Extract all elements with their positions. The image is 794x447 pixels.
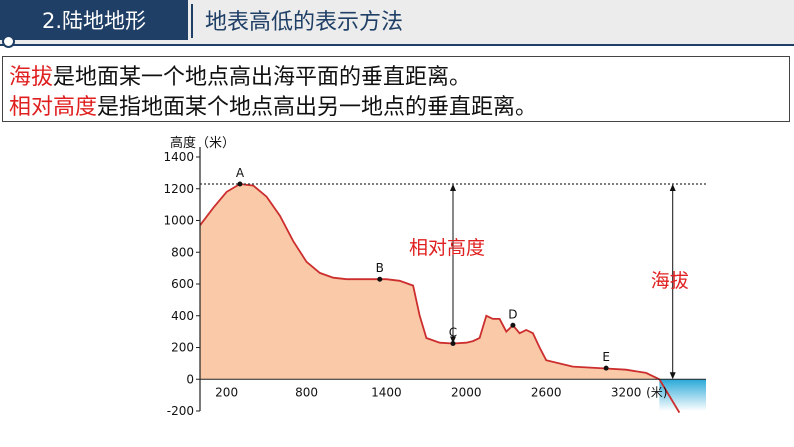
point-label-b: B xyxy=(376,261,384,275)
point-label-c: C xyxy=(449,326,457,340)
arrow-head-down xyxy=(669,372,676,380)
sea-area xyxy=(659,379,706,411)
header-divider xyxy=(191,4,193,38)
altitude-label: 海拔 xyxy=(651,270,689,292)
y-tick-label: 1000 xyxy=(163,214,194,228)
definition-relative-height: 相对高度是指地面某个地点高出另一地点的垂直距离。 xyxy=(9,89,537,121)
point-marker-b xyxy=(377,276,383,282)
point-marker-e xyxy=(603,365,609,371)
x-tick-label: 1400 xyxy=(371,385,402,399)
y-tick-label: 0 xyxy=(186,372,194,386)
arrow-head-up xyxy=(450,183,456,191)
section-tab[interactable]: 2.陆地地形 xyxy=(0,0,188,40)
header-rule xyxy=(0,44,794,46)
definition-altitude: 海拔是地面某一个地点高出海平面的垂直距离。 xyxy=(9,59,471,91)
y-axis-label: 高度（米） xyxy=(170,135,235,151)
x-tick-label: 3200 xyxy=(611,385,642,399)
term-altitude: 海拔 xyxy=(9,65,54,90)
circle-icon xyxy=(2,35,15,48)
x-axis-unit: (米) xyxy=(646,385,667,399)
term-relative-height: 相对高度 xyxy=(9,95,98,120)
section-label: 2.陆地地形 xyxy=(41,9,147,33)
y-tick-label: 800 xyxy=(171,245,194,259)
profile-line xyxy=(199,183,681,414)
x-tick-label: 2600 xyxy=(531,385,562,399)
y-tick-label: 400 xyxy=(171,309,194,323)
point-marker-c xyxy=(450,341,456,347)
x-tick-label: 2000 xyxy=(451,385,482,399)
land-area xyxy=(200,184,680,413)
page-title: 地表高低的表示方法 xyxy=(205,10,404,35)
definition-text-relative-height: 是指地面某个地点高出另一地点的垂直距离。 xyxy=(97,95,538,120)
point-label-d: D xyxy=(508,307,517,321)
x-tick-label: 200 xyxy=(215,385,238,399)
point-label-a: A xyxy=(236,166,245,180)
terrain-profile-chart: 1400 1200 1000 800 600 400 200 0 -200 高度（米） 200 800… xyxy=(158,127,706,418)
y-tick-label: 600 xyxy=(171,277,194,291)
x-tick-label: 800 xyxy=(295,385,318,399)
y-tick-label: 1400 xyxy=(163,150,194,164)
y-tick-label: 1200 xyxy=(163,182,194,196)
arrow-head-down xyxy=(450,336,456,344)
relative-height-label: 相对高度 xyxy=(409,237,485,259)
arrow-head-up xyxy=(669,183,676,191)
point-marker-a xyxy=(237,181,243,187)
y-tick-label: 200 xyxy=(171,341,194,355)
point-label-e: E xyxy=(602,350,610,364)
definition-text-altitude: 是地面某一个地点高出海平面的垂直距离。 xyxy=(53,65,472,90)
point-marker-d xyxy=(510,322,516,328)
definitions-box: 海拔是地面某一个地点高出海平面的垂直距离。 相对高度是指地面某个地点高出另一地点… xyxy=(2,56,790,122)
y-tick-label: -200 xyxy=(167,404,194,417)
